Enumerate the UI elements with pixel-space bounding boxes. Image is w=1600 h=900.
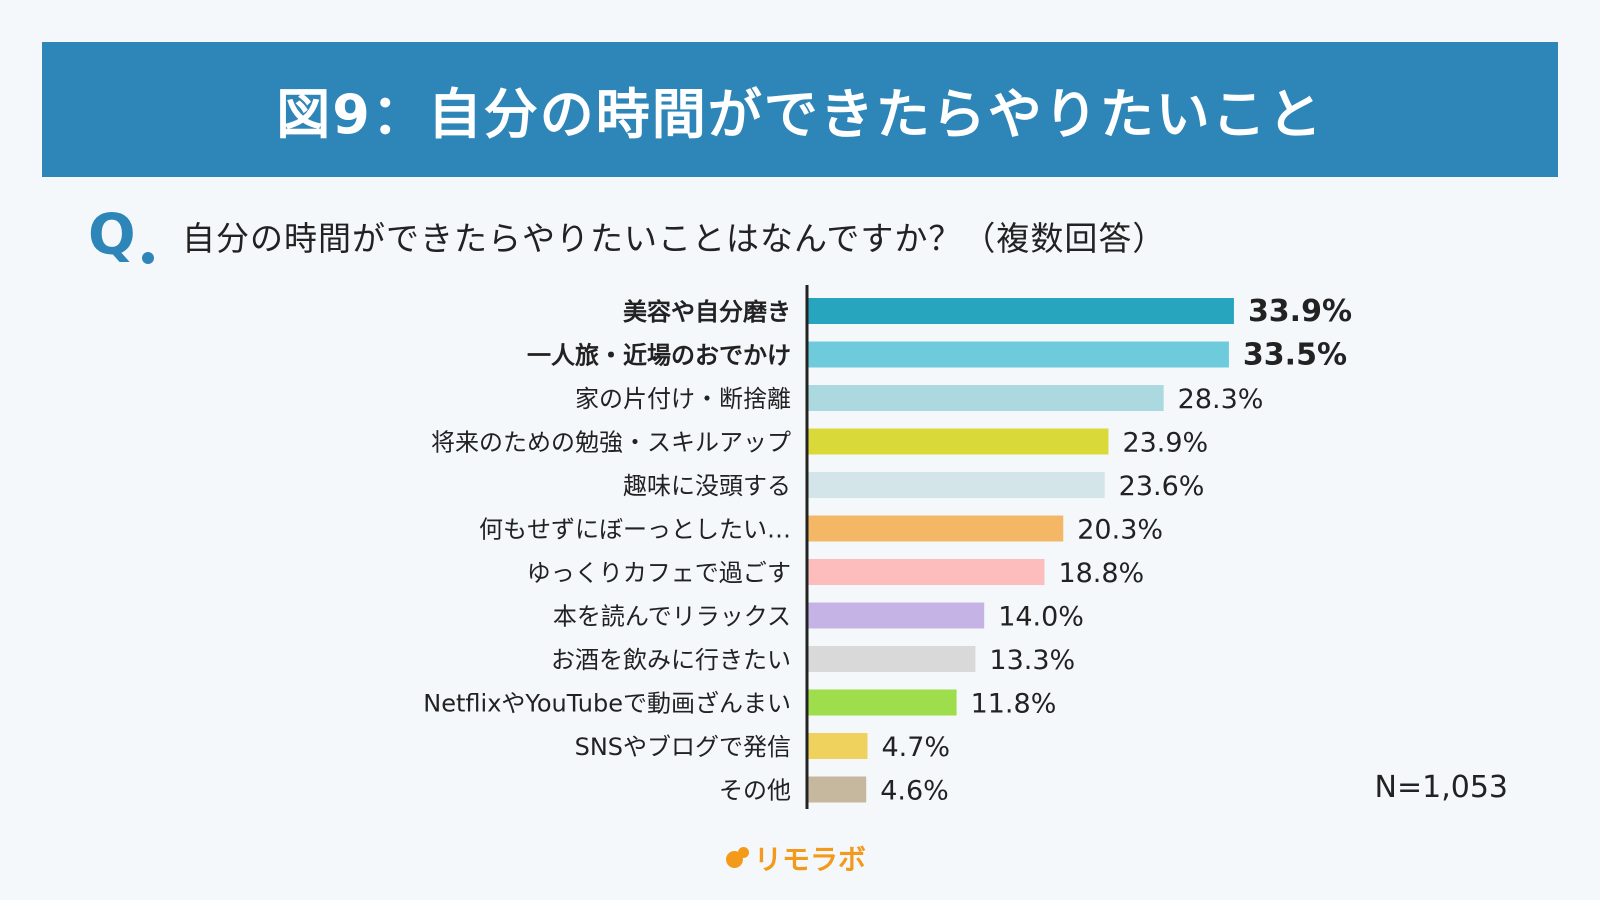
- bar: [808, 515, 1064, 542]
- category-label: 一人旅・近場のおでかけ: [527, 342, 791, 370]
- bar: [808, 298, 1234, 324]
- dots-logo-icon: [724, 845, 750, 871]
- category-label: NetflixやYouTubeで動画ざんまい: [423, 690, 791, 718]
- category-label: その他: [719, 777, 791, 805]
- question-marker-dot: [142, 252, 154, 264]
- value-label: 11.8%: [971, 689, 1057, 720]
- category-label: ゆっくりカフェで過ごす: [527, 559, 791, 587]
- category-label: 趣味に没頭する: [623, 472, 791, 500]
- category-label: 家の片付け・断捨離: [575, 385, 791, 413]
- category-label: 本を読んでリラックス: [553, 603, 791, 631]
- value-label: 33.5%: [1243, 338, 1347, 373]
- question-marker-icon: Q: [88, 203, 136, 268]
- value-label: 33.9%: [1248, 294, 1352, 329]
- bar: [808, 472, 1105, 498]
- bar: [808, 733, 868, 759]
- category-label: 美容や自分磨き: [623, 298, 791, 326]
- value-label: 18.8%: [1058, 558, 1144, 589]
- bar: [808, 602, 985, 629]
- value-label: 28.3%: [1178, 384, 1264, 415]
- question-text: 自分の時間ができたらやりたいことはなんですか？（複数回答）: [182, 219, 1167, 258]
- bar: [808, 341, 1229, 368]
- bar: [808, 385, 1164, 411]
- value-label: 4.6%: [880, 776, 949, 807]
- chart-title: 図9：自分の時間ができたらやりたいこと: [276, 83, 1324, 146]
- brand-logo: リモラボ: [724, 838, 866, 878]
- value-label: 23.6%: [1119, 471, 1205, 502]
- title-banner: 図9：自分の時間ができたらやりたいこと: [42, 42, 1558, 177]
- value-label: 20.3%: [1077, 515, 1163, 546]
- value-label: 13.3%: [989, 645, 1075, 676]
- brand-logo-text: リモラボ: [754, 843, 867, 876]
- bar: [808, 428, 1109, 455]
- bar: [808, 646, 976, 672]
- value-label: 23.9%: [1122, 428, 1208, 459]
- category-label: お酒を飲みに行きたい: [551, 646, 791, 674]
- bar: [808, 776, 867, 803]
- value-label: 4.7%: [881, 732, 950, 763]
- category-label: 何もせずにぼーっとしたい…: [479, 516, 791, 544]
- bar: [808, 559, 1045, 585]
- category-label: 将来のための勉強・スキルアップ: [431, 429, 791, 457]
- value-label: 14.0%: [998, 602, 1084, 633]
- category-label: SNSやブログで発信: [575, 733, 791, 761]
- sample-size-label: N=1,053: [1374, 770, 1508, 805]
- bar: [808, 689, 957, 716]
